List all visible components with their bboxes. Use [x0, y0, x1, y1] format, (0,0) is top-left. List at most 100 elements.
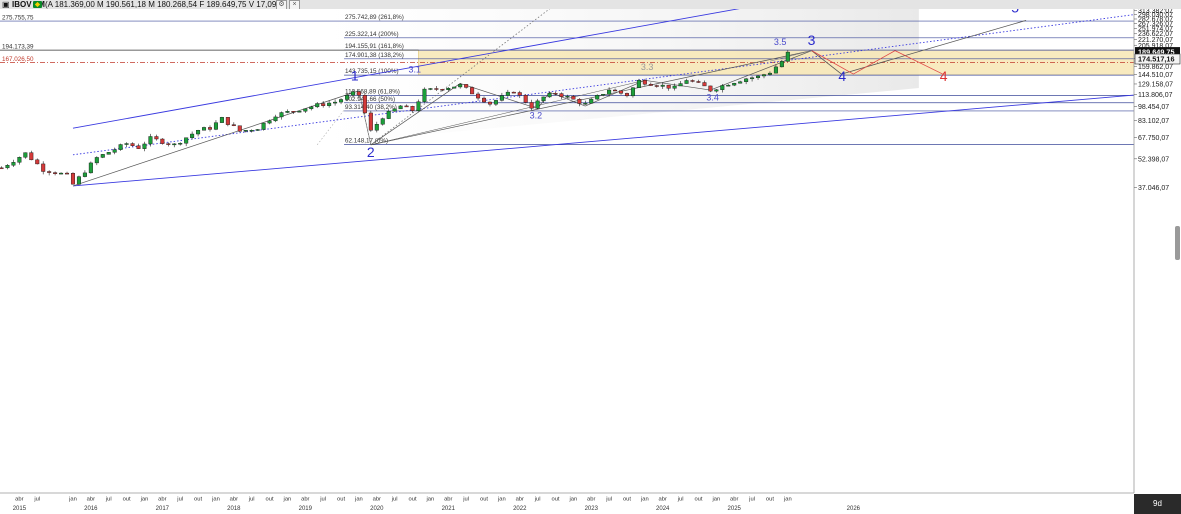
- wave-line: [358, 90, 372, 145]
- projection-wave-line: [841, 19, 1027, 75]
- candle-body: [285, 111, 290, 113]
- vertical-scrollbar[interactable]: [1175, 226, 1180, 260]
- projection-dotted-line: [370, 9, 551, 146]
- price-tick-label: 129.158,07: [1138, 81, 1173, 88]
- candle-body: [172, 143, 177, 146]
- candle-body: [374, 124, 379, 131]
- trendline-layer: [72, 9, 1135, 187]
- price-axis: 405.494,07390.142,07374.790,07359.438,07…: [1133, 9, 1181, 514]
- candle-body: [750, 77, 755, 80]
- month-tick-label: jul: [748, 497, 755, 503]
- candle-body: [487, 101, 492, 105]
- month-tick-label: jul: [319, 497, 326, 503]
- month-tick-label: abr: [659, 497, 667, 503]
- year-tick-label: 2026: [847, 506, 861, 512]
- candle-body: [678, 83, 683, 87]
- candle-body: [744, 78, 749, 82]
- candle-body: [255, 129, 260, 131]
- candle-body: [702, 82, 707, 87]
- month-tick-label: jan: [354, 497, 363, 503]
- month-tick-label: out: [766, 497, 774, 503]
- year-tick-label: 2016: [84, 506, 98, 512]
- wave-label: 4: [838, 68, 846, 84]
- month-tick-label: jan: [497, 497, 506, 503]
- candle-body: [309, 106, 314, 110]
- candle-body: [303, 108, 308, 112]
- candle-body: [559, 93, 564, 97]
- candle-body: [100, 154, 105, 158]
- wave-label: 3.3: [641, 62, 654, 72]
- candle-body: [785, 51, 790, 62]
- month-tick-label: abr: [158, 497, 166, 503]
- period-box[interactable]: 9d: [1134, 494, 1181, 514]
- candle-body: [219, 117, 224, 123]
- price-tick-label: 144.510,07: [1138, 72, 1173, 79]
- candle-body: [118, 144, 123, 150]
- price-chart[interactable]: 407.750,64 (423,6%)357.329,88 (361,8%)27…: [0, 9, 1181, 514]
- month-tick-label: abr: [516, 497, 524, 503]
- time-axis-bg: [0, 493, 1134, 514]
- price-tick-label: 52.398,07: [1138, 156, 1169, 163]
- candle-body: [94, 157, 99, 164]
- candle-body: [493, 100, 498, 105]
- candle-body: [756, 75, 761, 78]
- month-tick-label: jul: [462, 497, 469, 503]
- month-tick-label: jul: [391, 497, 398, 503]
- candle-body: [613, 89, 618, 92]
- candle-body: [5, 165, 10, 169]
- candle-body: [404, 105, 409, 108]
- candle-body: [160, 138, 165, 144]
- wave-line: [370, 80, 645, 146]
- candle-body: [482, 97, 487, 103]
- left-level-label: 194.173,39: [2, 44, 34, 51]
- candle-body: [333, 101, 338, 104]
- candle-body: [410, 106, 415, 111]
- year-tick-label: 2021: [442, 506, 456, 512]
- price-tick-label: 221.270,07: [1138, 37, 1173, 44]
- month-tick-label: abr: [587, 497, 595, 503]
- candle-body: [380, 118, 385, 125]
- candle-body: [672, 85, 677, 89]
- candle-body: [279, 112, 284, 118]
- price-tick-label: 267.326,07: [1138, 21, 1173, 28]
- month-tick-label: jul: [677, 497, 684, 503]
- candle-body: [231, 124, 236, 126]
- fib-level-label: 93.314,40 (38,2%): [345, 104, 397, 111]
- candle-body: [225, 117, 230, 125]
- price-tick-label: 98.454,07: [1138, 104, 1169, 111]
- year-tick-label: 2025: [728, 506, 742, 512]
- candle-body: [422, 88, 427, 102]
- month-tick-label: jul: [248, 497, 255, 503]
- candle-body: [17, 157, 22, 163]
- month-tick-label: jan: [68, 497, 77, 503]
- candle-body: [345, 94, 350, 100]
- candle-body: [29, 152, 34, 161]
- month-tick-label: abr: [15, 497, 23, 503]
- candle-body: [452, 86, 457, 89]
- candle-body: [624, 93, 629, 97]
- candle-body: [53, 172, 58, 174]
- left-level-label: 167.026,50: [2, 56, 34, 63]
- time-axis: abr jul jan abr jul out jan abr jul out jan abr jul o…: [0, 492, 1134, 514]
- candle-body: [213, 122, 218, 130]
- wave-line: [316, 90, 360, 146]
- month-tick-label: out: [123, 497, 131, 503]
- candle-body: [535, 100, 540, 109]
- candle-body: [65, 172, 70, 175]
- month-tick-label: abr: [87, 497, 95, 503]
- candle-body: [529, 102, 534, 109]
- month-tick-label: out: [409, 497, 417, 503]
- candle-body: [243, 130, 248, 132]
- fib-level-label: 225.322,14 (200%): [345, 31, 399, 38]
- candle-body: [505, 91, 510, 96]
- candle-body: [464, 84, 469, 88]
- price-tick-label: 313.382,07: [1138, 9, 1173, 15]
- month-tick-label: out: [551, 497, 559, 503]
- fib-level-label: 102.941,66 (50%): [345, 96, 395, 103]
- candle-body: [350, 91, 355, 96]
- month-tick-label: jan: [426, 497, 435, 503]
- candle-body: [476, 93, 481, 99]
- candle-body: [511, 91, 516, 94]
- symbol-title: IBOV 1M: [12, 0, 45, 9]
- candle-body: [154, 136, 159, 140]
